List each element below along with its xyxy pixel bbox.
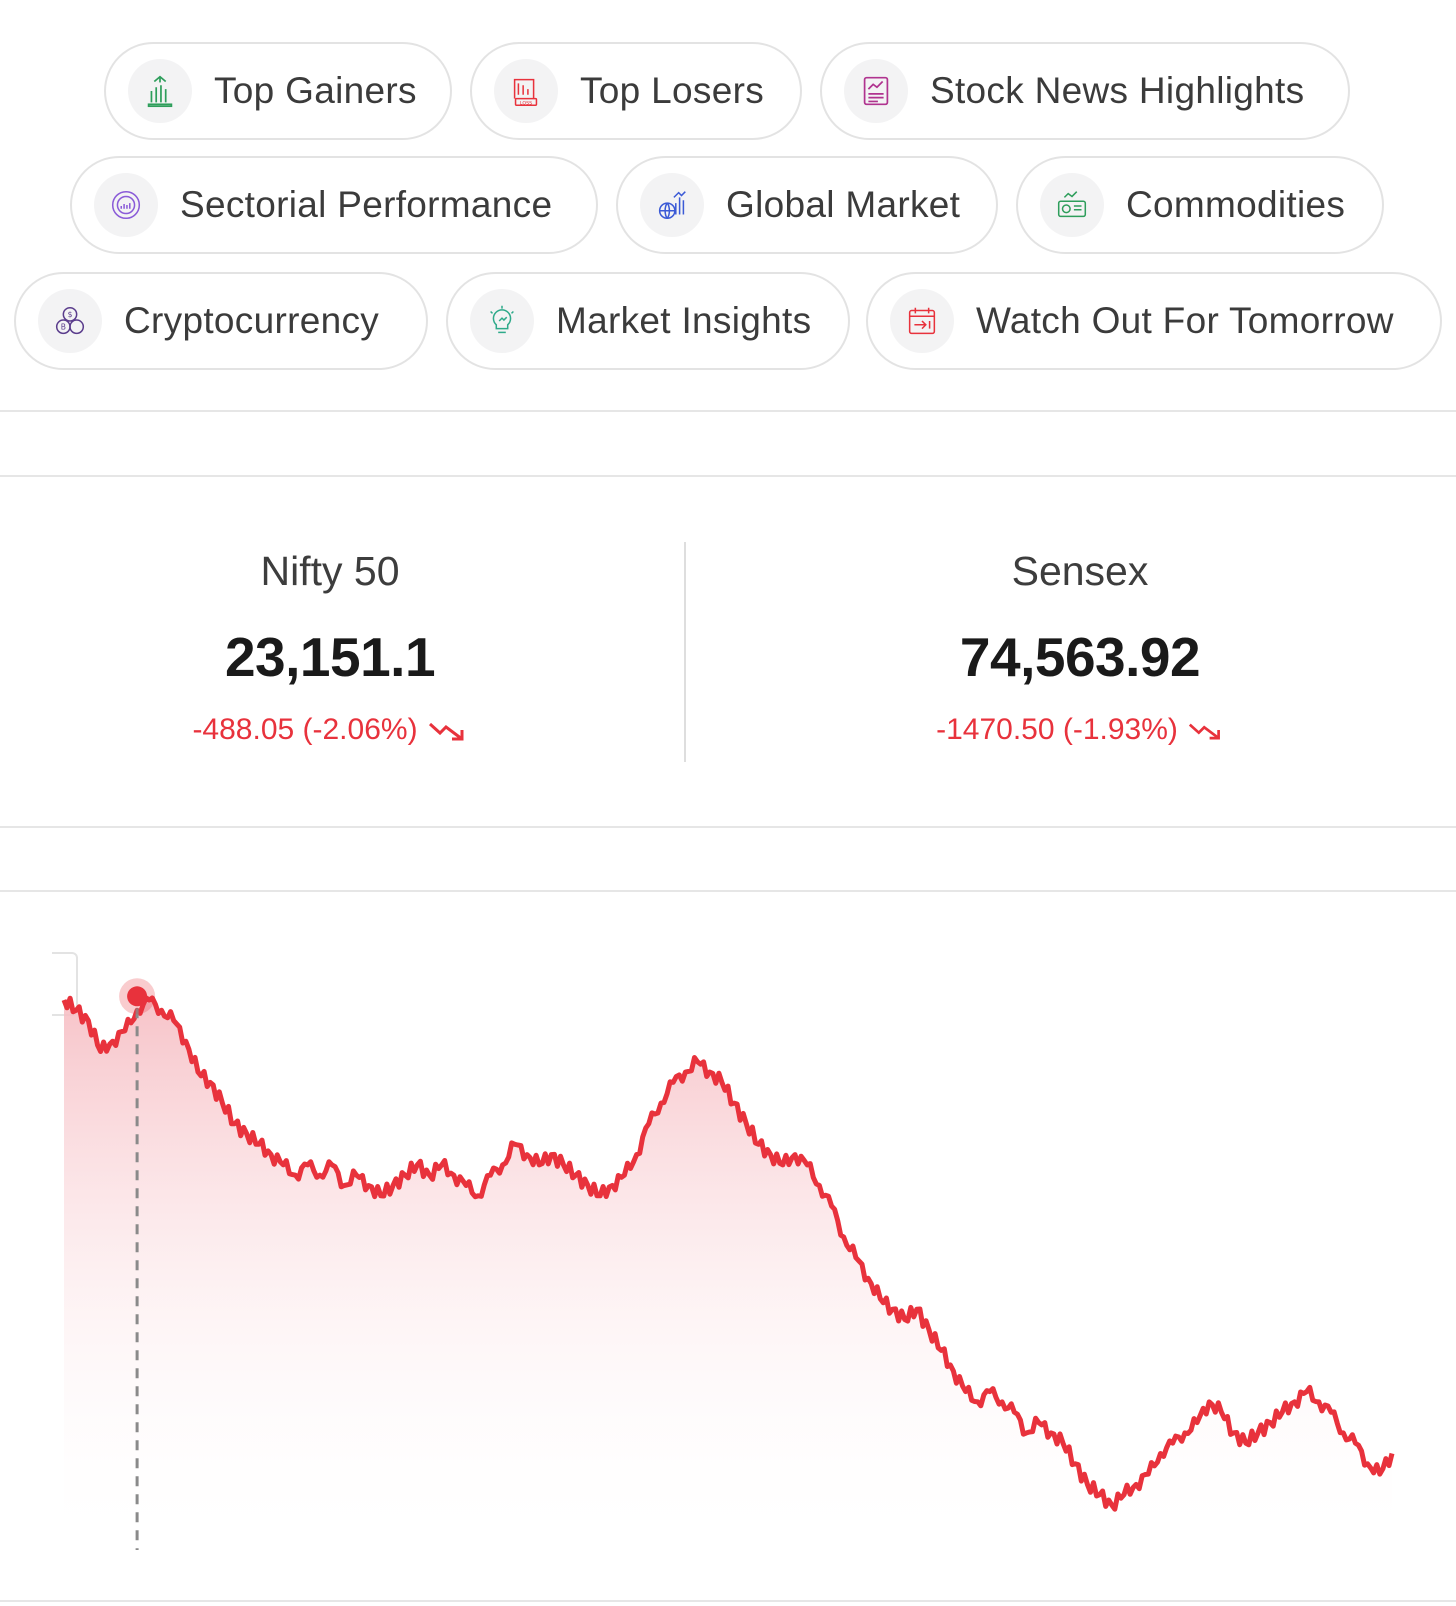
chip-global-market[interactable]: Global Market — [616, 156, 998, 254]
index-change-text: -1470.50 (-1.93%) — [936, 713, 1178, 746]
chip-market-insights[interactable]: Market Insights — [446, 272, 850, 370]
chip-label: Watch Out For Tomorrow — [976, 300, 1394, 341]
svg-text:LOSS: LOSS — [520, 100, 532, 106]
chip-label: Market Insights — [556, 300, 812, 341]
section-divider — [0, 410, 1456, 412]
trend-down-icon — [428, 722, 464, 741]
chart-marker-point[interactable] — [127, 986, 148, 1007]
top-gainers-icon — [128, 59, 192, 123]
index-change: -1470.50 (-1.93%) — [936, 713, 1224, 747]
chip-commodities[interactable]: Commodities — [1016, 156, 1384, 254]
index-value: 23,151.1 — [224, 626, 436, 688]
cryptocurrency-icon: $ B — [38, 289, 102, 353]
section-divider — [0, 1600, 1456, 1602]
chip-watch-out-for-tomorrow[interactable]: Watch Out For Tomorrow — [866, 272, 1442, 370]
chart-area-fill — [64, 997, 1392, 1550]
section-divider — [0, 890, 1456, 892]
chip-stock-news[interactable]: Stock News Highlights — [820, 42, 1350, 140]
index-line-chart[interactable] — [0, 940, 1456, 1560]
chart-series-line — [61, 995, 1395, 1512]
top-losers-icon: LOSS — [494, 59, 558, 123]
sectorial-performance-icon — [94, 173, 158, 237]
section-divider — [0, 475, 1456, 477]
chip-top-gainers[interactable]: Top Gainers — [104, 42, 452, 140]
chip-sectorial-performance[interactable]: Sectorial Performance — [70, 156, 598, 254]
commodities-icon — [1040, 173, 1104, 237]
index-name: Nifty 50 — [260, 548, 400, 594]
global-market-icon — [640, 173, 704, 237]
index-divider — [684, 542, 686, 762]
index-card-nifty[interactable]: Nifty 50 23,151.1 -488.05 (-2.06%) — [0, 548, 660, 747]
watch-out-calendar-icon — [890, 289, 954, 353]
index-name: Sensex — [1011, 548, 1149, 594]
chip-label: Global Market — [726, 184, 961, 225]
index-change: -488.05 (-2.06%) — [192, 713, 467, 747]
index-value: 74,563.92 — [959, 626, 1201, 688]
chip-label: Top Gainers — [214, 70, 417, 111]
stock-news-icon — [844, 59, 908, 123]
chip-label: Commodities — [1126, 184, 1346, 225]
market-insights-icon — [470, 289, 534, 353]
svg-text:B: B — [61, 323, 66, 332]
svg-text:$: $ — [68, 310, 73, 319]
index-change-text: -488.05 (-2.06%) — [192, 713, 418, 746]
chip-top-losers[interactable]: LOSS Top Losers — [470, 42, 802, 140]
index-card-sensex[interactable]: Sensex 74,563.92 -1470.50 (-1.93%) — [740, 548, 1420, 747]
section-divider — [0, 826, 1456, 828]
chip-cryptocurrency[interactable]: $ B Cryptocurrency — [14, 272, 428, 370]
chip-label: Stock News Highlights — [930, 70, 1305, 111]
chip-label: Sectorial Performance — [180, 184, 553, 225]
chip-label: Top Losers — [580, 70, 764, 111]
trend-down-icon — [1188, 723, 1220, 740]
chip-label: Cryptocurrency — [124, 300, 380, 341]
